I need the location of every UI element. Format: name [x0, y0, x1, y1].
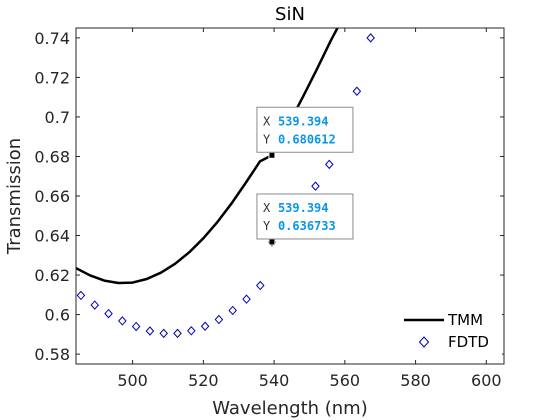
y-tick-label: 0.58 [34, 345, 70, 364]
datatip-tmm[interactable]: X 539.394 Y 0.680612 [256, 106, 354, 153]
chart-title: SiN [275, 4, 305, 25]
fdtd-point [145, 326, 155, 336]
x-tick-label: 560 [330, 371, 361, 390]
legend: TMM FDTD [400, 308, 502, 358]
datatip-marker-fdtd[interactable] [268, 238, 276, 246]
y-tick-label: 0.64 [34, 227, 70, 246]
series-layer [76, 28, 375, 339]
fdtd-point [173, 328, 182, 339]
datatip-x-key: X [263, 114, 271, 128]
datatip-y-key: Y [263, 219, 271, 233]
fdtd-point [242, 294, 251, 304]
datatip-x-value: 539.394 [278, 201, 329, 215]
fdtd-point [118, 316, 127, 326]
fdtd-point [352, 86, 362, 96]
legend-label-fdtd: FDTD [448, 333, 489, 351]
y-tick-label: 0.68 [34, 147, 70, 166]
y-axis-label: Transmission [4, 138, 25, 255]
fdtd-point [228, 305, 237, 316]
legend-swatch-fdtd [418, 336, 430, 348]
x-tick-label: 540 [259, 371, 290, 390]
datatip-marker-tmm[interactable] [268, 151, 276, 159]
legend-label-tmm: TMM [447, 311, 483, 329]
datatip-layer: X 539.394 Y 0.680612 X 539.394 Y 0.636733 [256, 106, 354, 246]
x-tick-label: 500 [117, 371, 148, 390]
datatip-y-value: 0.680612 [278, 132, 336, 146]
fdtd-point [214, 314, 224, 325]
datatip-box [256, 106, 354, 153]
fdtd-point [200, 321, 210, 331]
x-axis-label: Wavelength (nm) [212, 398, 368, 419]
x-tick-label: 580 [400, 371, 431, 390]
fdtd-point [90, 300, 100, 310]
y-tick-label: 0.6 [45, 306, 70, 325]
fdtd-point [311, 181, 320, 191]
series-line-tmm [76, 28, 339, 285]
datatip-y-key: Y [263, 132, 271, 146]
x-tick-label: 600 [471, 371, 502, 390]
y-tick-label: 0.66 [34, 187, 70, 206]
datatip-x-value: 539.394 [278, 114, 329, 128]
datatip-box [256, 193, 354, 240]
y-tick-label: 0.62 [34, 266, 70, 285]
fdtd-point [76, 290, 86, 301]
fdtd-point [187, 326, 196, 336]
y-tick-label: 0.72 [34, 68, 70, 87]
fdtd-point [366, 33, 375, 43]
y-tick-label: 0.74 [34, 29, 70, 48]
fdtd-point [159, 328, 168, 339]
datatip-fdtd[interactable]: X 539.394 Y 0.636733 [256, 193, 354, 240]
ticks-layer: 500 520 540 560 580 600 0.58 0.6 0.62 0.64 0.66 0.6… [34, 28, 504, 390]
fdtd-point [256, 280, 265, 291]
datatip-y-value: 0.636733 [278, 219, 336, 233]
fdtd-point [104, 308, 113, 319]
datatip-x-key: X [263, 201, 271, 215]
y-tick-label: 0.7 [45, 108, 70, 127]
x-tick-label: 520 [188, 371, 219, 390]
fdtd-point [131, 321, 141, 332]
fdtd-point [324, 159, 334, 170]
legend-box [400, 308, 502, 358]
